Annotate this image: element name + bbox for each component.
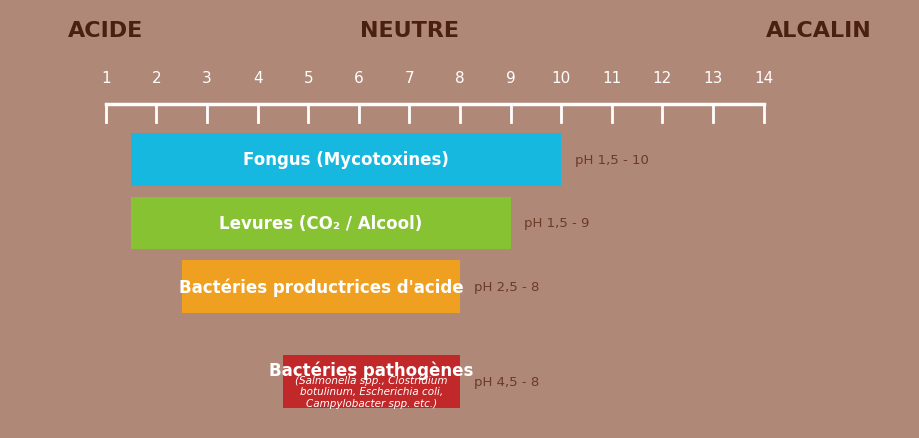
Text: pH 2,5 - 8: pH 2,5 - 8 bbox=[473, 280, 539, 293]
Text: 13: 13 bbox=[702, 71, 722, 85]
Text: 10: 10 bbox=[551, 71, 570, 85]
FancyBboxPatch shape bbox=[131, 197, 510, 250]
Text: 9: 9 bbox=[505, 71, 515, 85]
Text: 5: 5 bbox=[303, 71, 312, 85]
Text: Levures (CO₂ / Alcool): Levures (CO₂ / Alcool) bbox=[219, 214, 422, 233]
Text: 8: 8 bbox=[455, 71, 464, 85]
Text: pH 1,5 - 10: pH 1,5 - 10 bbox=[574, 153, 648, 166]
Text: Bactéries productrices d'acide: Bactéries productrices d'acide bbox=[178, 278, 462, 296]
Text: 3: 3 bbox=[202, 71, 211, 85]
Text: Fongus (Mycotoxines): Fongus (Mycotoxines) bbox=[243, 151, 448, 169]
Text: pH 1,5 - 9: pH 1,5 - 9 bbox=[524, 217, 589, 230]
Text: 12: 12 bbox=[652, 71, 671, 85]
FancyBboxPatch shape bbox=[182, 261, 460, 313]
Text: 14: 14 bbox=[754, 71, 772, 85]
Text: 6: 6 bbox=[354, 71, 363, 85]
Text: Bactéries pathogènes: Bactéries pathogènes bbox=[269, 361, 473, 380]
Text: ALCALIN: ALCALIN bbox=[766, 21, 870, 41]
Text: 11: 11 bbox=[602, 71, 620, 85]
FancyBboxPatch shape bbox=[283, 356, 460, 408]
Text: 2: 2 bbox=[152, 71, 161, 85]
Text: 4: 4 bbox=[253, 71, 262, 85]
Text: ACIDE: ACIDE bbox=[68, 21, 143, 41]
FancyBboxPatch shape bbox=[131, 134, 561, 186]
Text: (Salmonella spp., Clostridium
botulinum, Escherichia coli,
Campylobacter spp. et: (Salmonella spp., Clostridium botulinum,… bbox=[295, 375, 448, 408]
Text: 7: 7 bbox=[404, 71, 414, 85]
Text: pH 4,5 - 8: pH 4,5 - 8 bbox=[473, 375, 539, 389]
Text: 1: 1 bbox=[101, 71, 110, 85]
Text: NEUTRE: NEUTRE bbox=[359, 21, 459, 41]
